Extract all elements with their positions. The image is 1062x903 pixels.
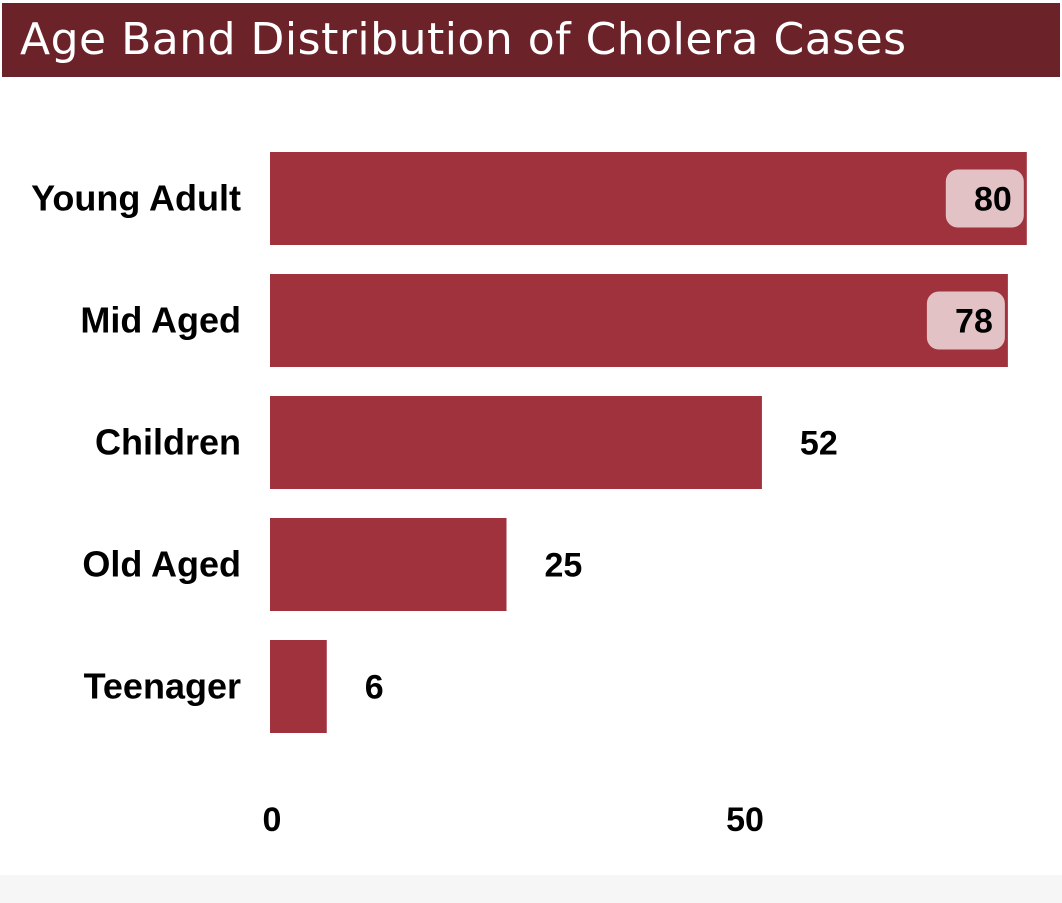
bar-mid-aged[interactable] [270,274,1008,367]
bar-young-adult[interactable] [270,152,1027,245]
bar-row-mid-aged: Mid Aged 78 [80,274,1008,367]
title-bar: Age Band Distribution of Cholera Cases [2,3,1060,77]
x-tick-label-0: 0 [263,801,282,839]
x-axis: 0 50 [263,801,764,839]
category-label-old-aged: Old Aged [82,544,241,585]
bar-row-old-aged: Old Aged 25 [82,518,582,611]
category-label-children: Children [95,422,241,463]
bar-chart: Young Adult 80 Mid Aged 78 Children 52 Old Age… [31,152,1027,839]
category-label-mid-aged: Mid Aged [80,300,241,341]
category-label-teenager: Teenager [84,666,241,707]
category-label-young-adult: Young Adult [31,178,241,219]
data-label-old-aged: 25 [545,547,583,585]
data-label-young-adult: 80 [974,181,1012,219]
data-label-pill-mid-aged [926,291,1005,350]
data-label-pill-young-adult [945,169,1024,228]
data-label-teenager: 6 [365,669,384,707]
bar-row-children: Children 52 [95,396,838,489]
bar-children[interactable] [270,396,762,489]
data-label-children: 52 [800,425,838,463]
chart-card: Age Band Distribution of Cholera Cases Y… [2,3,1060,839]
bar-old-aged[interactable] [270,518,507,611]
x-tick-label-50: 50 [726,801,764,839]
bar-row-young-adult: Young Adult 80 [31,152,1027,245]
chart-title: Age Band Distribution of Cholera Cases [20,14,907,65]
bars-layer: Young Adult 80 Mid Aged 78 Children 52 Old Age… [31,152,1027,733]
bar-row-teenager: Teenager 6 [84,640,384,733]
data-label-mid-aged: 78 [955,303,993,341]
bar-teenager[interactable] [270,640,327,733]
